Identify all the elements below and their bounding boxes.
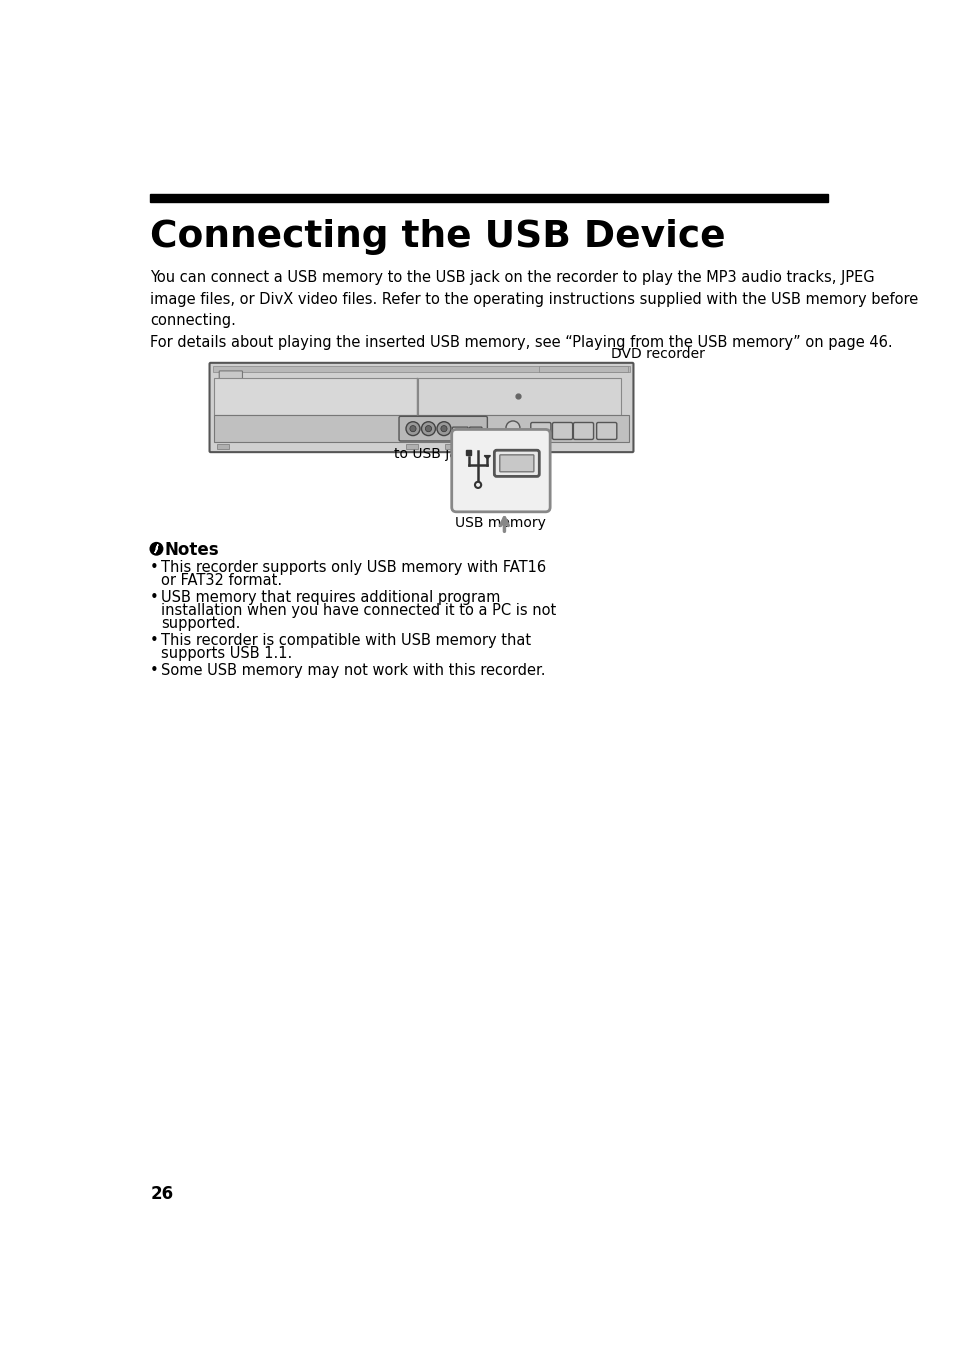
FancyBboxPatch shape <box>469 427 481 438</box>
Circle shape <box>406 422 419 435</box>
Circle shape <box>505 420 519 435</box>
FancyBboxPatch shape <box>499 454 534 472</box>
Bar <box>418 377 620 415</box>
Text: USB memory that requires additional program: USB memory that requires additional prog… <box>161 589 500 604</box>
Text: Notes: Notes <box>165 541 219 560</box>
Circle shape <box>425 426 431 431</box>
FancyBboxPatch shape <box>552 423 572 439</box>
FancyBboxPatch shape <box>452 430 550 512</box>
Circle shape <box>475 481 480 488</box>
FancyBboxPatch shape <box>573 423 593 439</box>
Text: •: • <box>150 560 159 575</box>
Circle shape <box>421 422 435 435</box>
Text: Some USB memory may not work with this recorder.: Some USB memory may not work with this r… <box>161 662 545 677</box>
FancyBboxPatch shape <box>452 427 468 438</box>
Bar <box>150 193 827 203</box>
Text: This recorder supports only USB memory with FAT16: This recorder supports only USB memory w… <box>161 560 546 575</box>
FancyBboxPatch shape <box>398 416 487 441</box>
Text: Connecting the USB Device: Connecting the USB Device <box>150 219 725 254</box>
Circle shape <box>410 426 416 431</box>
Polygon shape <box>484 456 490 458</box>
FancyBboxPatch shape <box>530 423 550 439</box>
Text: This recorder is compatible with USB memory that: This recorder is compatible with USB mem… <box>161 633 531 648</box>
Circle shape <box>150 542 163 556</box>
Text: to USB jack: to USB jack <box>394 448 474 461</box>
Text: or FAT32 format.: or FAT32 format. <box>161 573 282 588</box>
Bar <box>406 443 418 449</box>
Bar <box>213 366 629 372</box>
Bar <box>444 443 456 449</box>
Text: DVD recorder: DVD recorder <box>611 347 704 361</box>
FancyBboxPatch shape <box>596 423 617 439</box>
Bar <box>538 366 628 372</box>
Bar <box>213 377 416 415</box>
FancyBboxPatch shape <box>210 362 633 452</box>
Bar <box>213 415 629 442</box>
FancyBboxPatch shape <box>494 450 538 476</box>
Text: •: • <box>150 633 159 648</box>
Text: 26: 26 <box>150 1184 173 1203</box>
Text: USB memory: USB memory <box>455 516 545 530</box>
Text: •: • <box>150 662 159 677</box>
Text: supports USB 1.1.: supports USB 1.1. <box>161 646 292 661</box>
Text: You can connect a USB memory to the USB jack on the recorder to play the MP3 aud: You can connect a USB memory to the USB … <box>150 270 918 350</box>
Polygon shape <box>154 545 158 553</box>
Text: supported.: supported. <box>161 615 240 631</box>
Bar <box>466 450 471 454</box>
Text: •: • <box>150 589 159 604</box>
Circle shape <box>436 422 451 435</box>
Bar <box>216 443 229 449</box>
Bar <box>455 429 465 435</box>
Circle shape <box>440 426 447 431</box>
FancyBboxPatch shape <box>219 370 242 379</box>
Text: installation when you have connected it to a PC is not: installation when you have connected it … <box>161 603 556 618</box>
